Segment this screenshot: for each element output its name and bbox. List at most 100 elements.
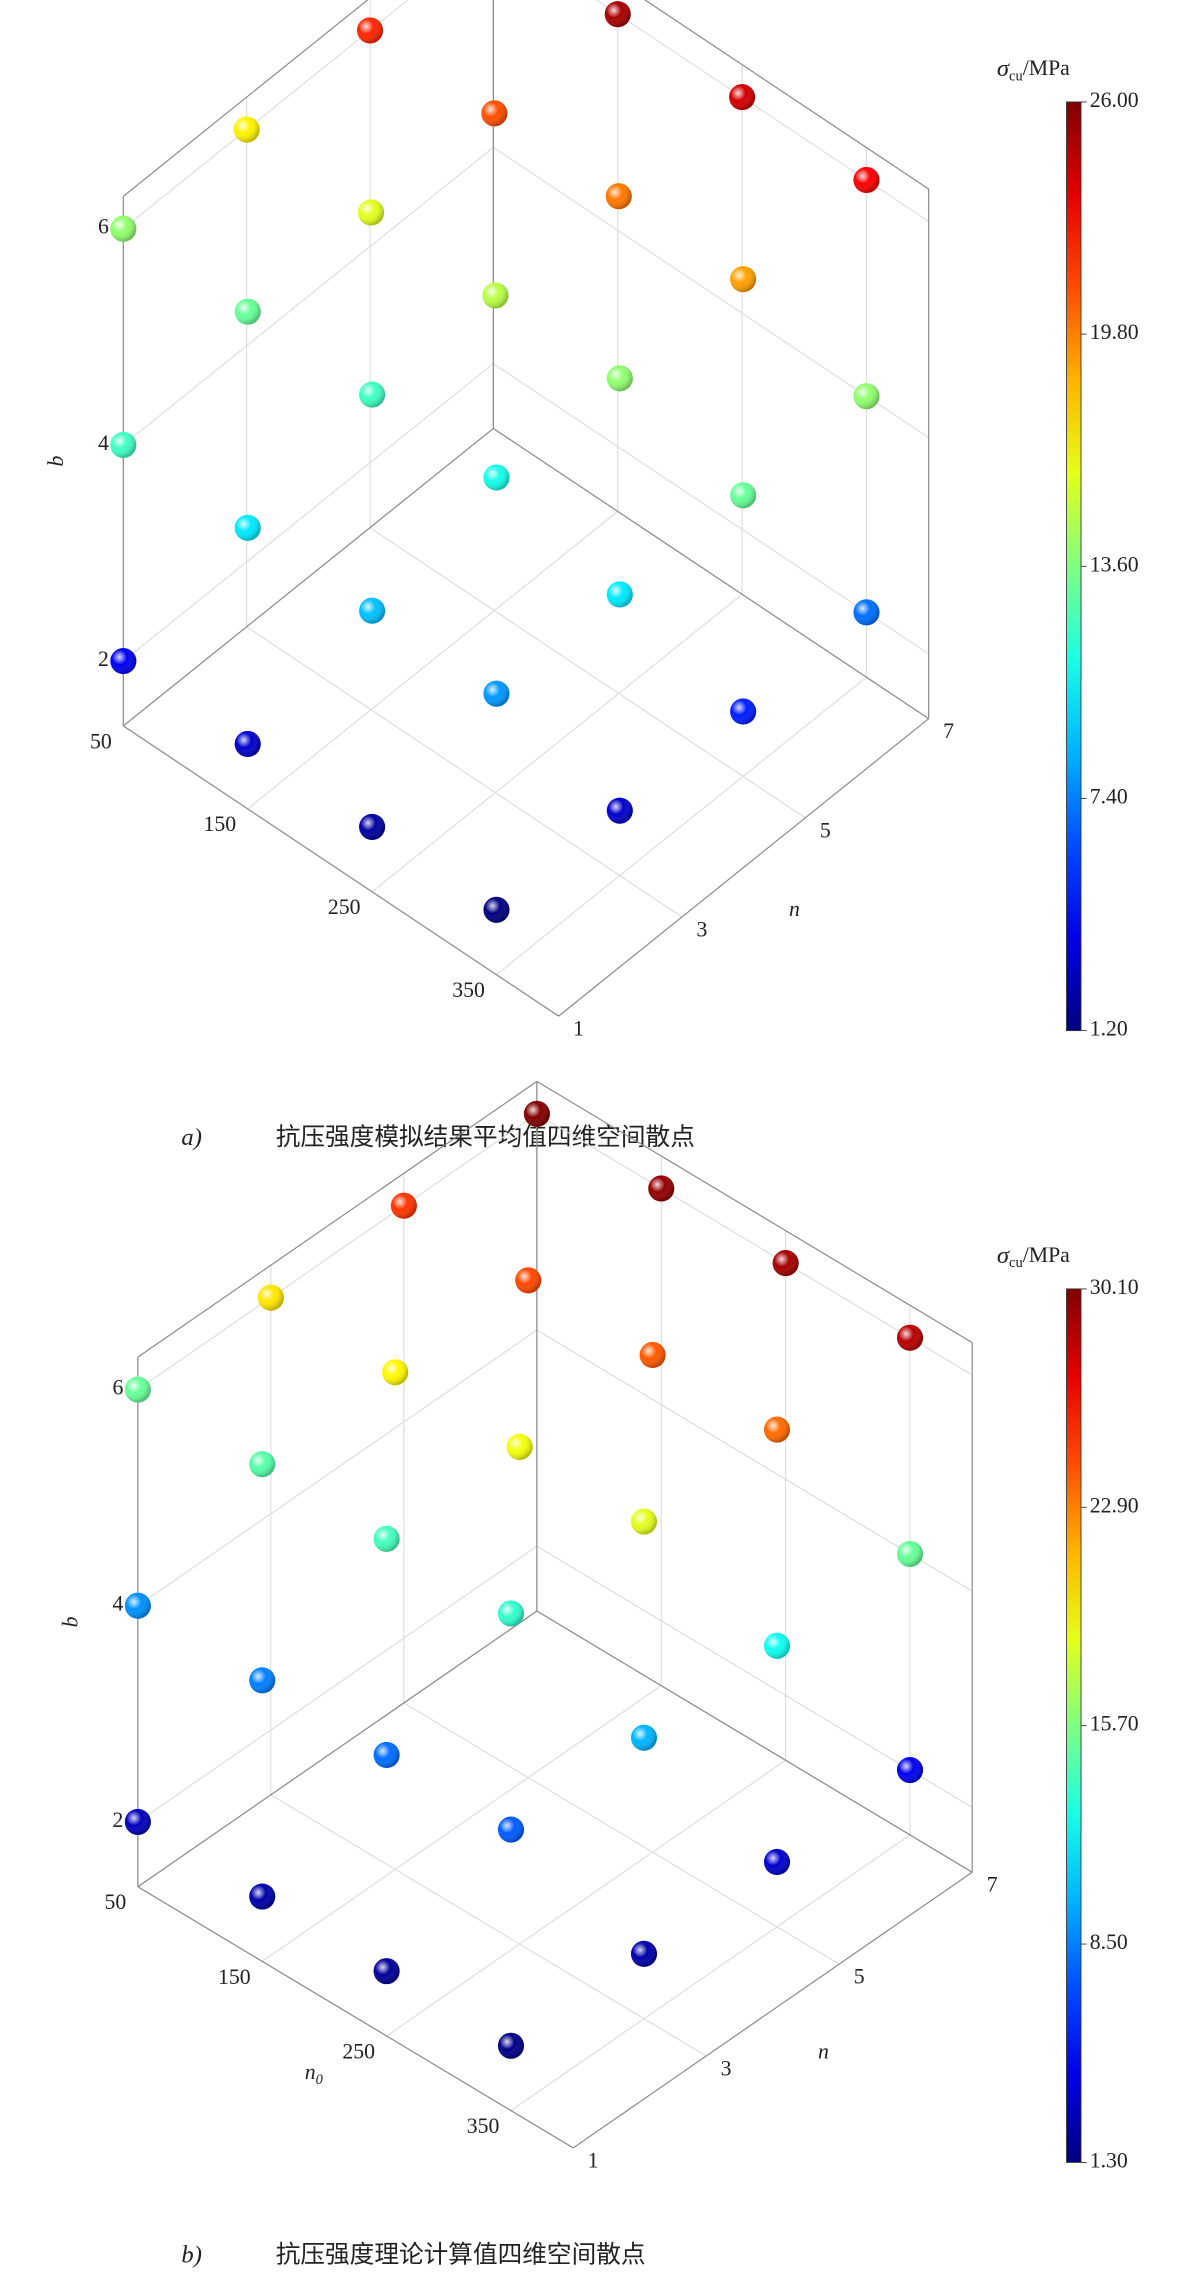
point-shine — [357, 199, 385, 226]
x-tick-label: 150 — [203, 812, 236, 836]
point-shine — [730, 698, 757, 725]
point-shine — [356, 17, 384, 44]
point-shine — [373, 1741, 400, 1769]
point-shine — [249, 1451, 276, 1478]
point-shine — [506, 1433, 533, 1460]
point-shine — [730, 482, 757, 509]
y-tick-label: 1 — [588, 2148, 599, 2172]
axis-edge — [122, 0, 369, 197]
x-tick-label: 50 — [104, 1890, 126, 1914]
grid-line — [386, 1759, 786, 2037]
point-shine — [481, 100, 508, 127]
point-shine — [249, 1883, 276, 1910]
x-tick-label: 50 — [90, 729, 112, 753]
colorbar — [1066, 101, 1082, 1032]
colorbar-tick-label: 1.30 — [1090, 2148, 1128, 2172]
point-shine — [605, 183, 632, 210]
point-shine — [630, 1724, 658, 1751]
point-shine — [124, 1592, 151, 1619]
point-shine — [359, 381, 386, 408]
point-shine — [390, 1192, 417, 1219]
colorbar-tick-label: 26.00 — [1090, 88, 1139, 112]
y-axis-label: n — [818, 2040, 829, 2064]
grid-line — [369, 527, 806, 819]
point-shine — [233, 116, 260, 143]
point-shine — [630, 1940, 658, 1967]
y-tick-label: 3 — [696, 917, 707, 941]
grid-line — [371, 593, 743, 893]
point-shine — [359, 597, 386, 624]
y-tick-label: 3 — [721, 2057, 732, 2081]
y-tick-label: 1 — [573, 1017, 584, 1041]
grid-line — [510, 1834, 911, 2112]
z-tick-label: 4 — [112, 1592, 123, 1616]
y-tick-label: 5 — [854, 1965, 865, 1989]
point-shine — [110, 215, 137, 242]
axis-edge — [644, 0, 929, 190]
point-shine — [497, 2032, 525, 2059]
point-shine — [497, 1816, 525, 1843]
x-tick-label: 150 — [218, 1965, 251, 1989]
point-shine — [234, 298, 261, 325]
point-shine — [639, 1341, 666, 1369]
point-shine — [730, 266, 757, 293]
point-shine — [234, 730, 261, 758]
point-shine — [249, 1667, 276, 1694]
point-shine — [234, 514, 261, 541]
grid-line — [137, 1113, 538, 1391]
point-shine — [853, 599, 880, 626]
colorbar-tick-label: 8.50 — [1090, 1930, 1128, 1954]
axis-edge — [536, 1080, 973, 1344]
z-axis-label: b — [59, 1616, 83, 1627]
point-shine — [373, 1958, 400, 1985]
colorbar-label-sub: cu — [1009, 1256, 1023, 1272]
point-shine — [606, 365, 633, 392]
colorbar-tick-label: 22.90 — [1090, 1493, 1139, 1517]
caption-label: b) — [181, 2241, 202, 2268]
colorbar-label: σcu/MPa — [997, 55, 1070, 85]
point-shine — [483, 680, 510, 707]
point-shine — [896, 1540, 924, 1567]
x-tick-label: 250 — [328, 895, 361, 919]
z-tick-label: 4 — [98, 431, 109, 455]
point-shine — [382, 1359, 409, 1386]
point-shine — [763, 1632, 791, 1659]
point-shine — [483, 896, 510, 923]
point-shine — [606, 581, 633, 608]
colorbar-tick-label: 15.70 — [1090, 1712, 1139, 1736]
colorbar — [1066, 1288, 1082, 2163]
axis-edge — [536, 1610, 973, 1873]
point-shine — [604, 1, 631, 28]
point-shine — [853, 383, 880, 410]
grid-line — [403, 1702, 840, 1965]
grid-line — [246, 626, 683, 918]
colorbar-label-symbol: σ — [997, 1242, 1010, 1269]
point-shine — [497, 1600, 525, 1627]
x-tick-label: 350 — [452, 978, 485, 1002]
axis-edge — [137, 1610, 538, 1888]
point-shine — [648, 1175, 675, 1202]
axis-edge — [558, 718, 930, 1017]
y-tick-label: 7 — [943, 719, 954, 743]
point-shine — [373, 1525, 400, 1552]
point-shine — [110, 431, 137, 458]
grid-line — [261, 1685, 662, 1962]
x-tick-label: 350 — [467, 2114, 500, 2138]
colorbar-label-sub: cu — [1009, 69, 1023, 85]
x-axis-label: n0 — [305, 2060, 324, 2089]
point-shine — [483, 464, 510, 491]
x-tick-label: 250 — [342, 2039, 375, 2063]
point-shine — [853, 166, 880, 194]
point-shine — [257, 1284, 284, 1311]
z-tick-label: 2 — [98, 647, 109, 671]
point-shine — [124, 1808, 151, 1835]
colorbar-label-unit: /MPa — [1023, 1243, 1070, 1267]
caption-title: 抗压强度理论计算值四维空间散点 — [276, 2240, 646, 2268]
colorbar-label-symbol: σ — [997, 55, 1010, 82]
point-shine — [896, 1324, 924, 1351]
grid-line — [137, 1329, 538, 1607]
caption-label: a) — [181, 1124, 202, 1151]
axis-edge — [572, 1871, 973, 2149]
colorbar-label: σcu/MPa — [997, 1242, 1070, 1272]
